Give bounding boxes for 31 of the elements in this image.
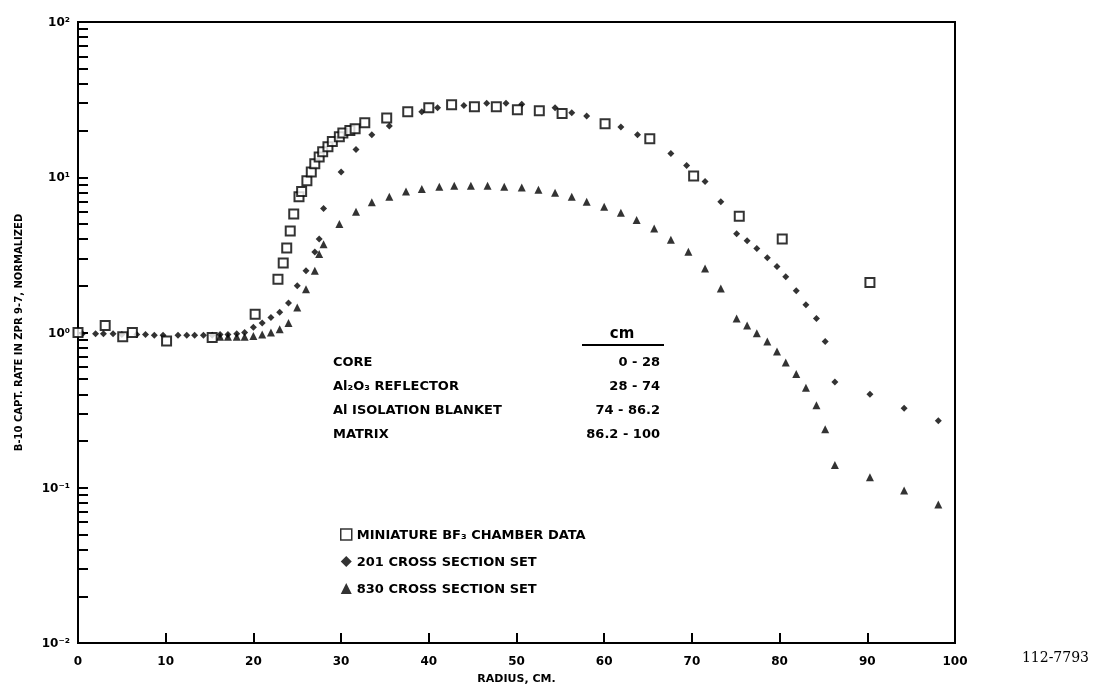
annotation: cm xyxy=(609,323,635,342)
x-tick-label: 40 xyxy=(420,654,438,668)
x-tick-label: 20 xyxy=(245,654,262,668)
x-tick-label: 0 xyxy=(73,654,83,668)
annotation: Al₂O₃ REFLECTOR xyxy=(333,378,459,393)
y-tick-label: 10⁻¹ xyxy=(41,480,70,495)
y-tick-label: 10⁰ xyxy=(48,325,70,340)
annotation: MATRIX xyxy=(333,426,389,441)
x-tick-label: 100 xyxy=(942,654,968,668)
y-tick-label: 10¹ xyxy=(48,170,70,185)
x-tick-label: 50 xyxy=(508,654,525,668)
y-tick-label: 10² xyxy=(48,15,70,29)
legend-label: MINIATURE BF₃ CHAMBER DATA xyxy=(356,527,586,542)
y-axis-title: B-10 CAPT. RATE IN ZPR 9-7, NORMALIZED xyxy=(12,213,24,452)
legend-label: 830 CROSS SECTION SET xyxy=(356,581,537,596)
x-tick-label: 30 xyxy=(332,654,350,668)
annotation: Al ISOLATION BLANKET xyxy=(333,402,502,417)
annotation: 0 - 28 xyxy=(618,354,660,369)
x-tick-label: 10 xyxy=(157,654,175,668)
x-tick-label: 80 xyxy=(771,654,788,668)
x-axis-title: RADIUS, CM. xyxy=(477,672,556,685)
annotation: 74 - 86.2 xyxy=(595,402,660,417)
annotation: 86.2 - 100 xyxy=(586,426,660,441)
legend-label: 201 CROSS SECTION SET xyxy=(356,554,537,569)
y-tick-label: 10⁻² xyxy=(41,636,70,650)
x-tick-label: 60 xyxy=(595,654,613,668)
text: 112-7793 xyxy=(1021,649,1090,665)
x-tick-label: 90 xyxy=(858,654,876,668)
annotation: CORE xyxy=(333,354,373,369)
annotation: 28 - 74 xyxy=(609,378,660,393)
x-tick-label: 70 xyxy=(683,654,701,668)
